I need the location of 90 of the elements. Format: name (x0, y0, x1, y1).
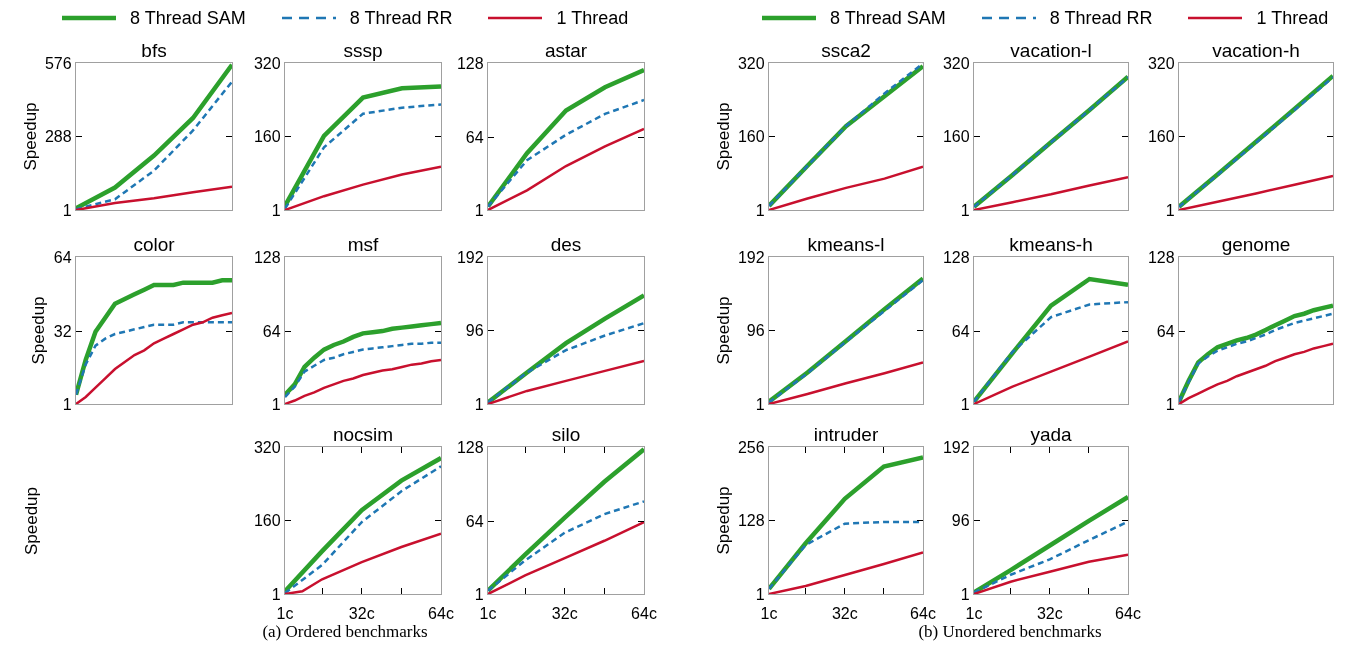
y-tick-label: 128 (737, 512, 765, 530)
x-tick-label: 32c (551, 605, 578, 623)
chart-title: ssca2 (821, 40, 871, 61)
y-tick-label: 192 (456, 248, 484, 266)
y-tick-label: 256 (737, 438, 765, 456)
y-tick-label: 128 (456, 438, 484, 456)
y-tick-label: 1 (474, 395, 484, 413)
y-tick-label: 96 (746, 322, 765, 340)
y-tick-label: 32 (53, 323, 72, 341)
y-axis-title: Speedup (713, 296, 733, 365)
chart-title: sssp (343, 40, 383, 61)
y-tick-label: 1 (1165, 201, 1175, 219)
x-tick-label: 1c (965, 605, 983, 623)
y-tick-label: 64 (53, 248, 72, 266)
y-tick-label: 192 (942, 438, 970, 456)
y-axis-title: Speedup (713, 102, 733, 171)
y-tick-label: 288 (44, 128, 72, 146)
chart-title: yada (1030, 424, 1073, 445)
y-tick-label: 576 (44, 54, 72, 72)
chart-title: astar (544, 40, 588, 61)
y-tick-label: 1 (474, 201, 484, 219)
x-tick-label: 64c (428, 605, 454, 623)
y-axis-title: Speedup (713, 486, 733, 555)
y-tick-label: 128 (1147, 248, 1175, 266)
chart-title: kmeans-l (807, 234, 885, 255)
y-tick-label: 1 (62, 201, 72, 219)
text: Speedup (22, 486, 43, 555)
legend-label: 8 Thread SAM (130, 7, 246, 29)
y-tick-label: 96 (951, 512, 970, 530)
text: (a) Ordered benchmarks (262, 622, 428, 642)
y-tick-label: 160 (253, 128, 281, 146)
y-tick-label: 64 (262, 322, 281, 340)
y-tick-label: 1 (960, 395, 970, 413)
chart-title: msf (347, 234, 380, 255)
x-tick-label: 1c (479, 605, 497, 623)
y-tick-label: 160 (1147, 128, 1175, 146)
x-tick-label: 64c (631, 605, 657, 623)
y-tick-label: 1 (271, 585, 281, 603)
chart-title: intruder (813, 424, 879, 445)
y-tick-label: 192 (737, 248, 765, 266)
y-tick-label: 160 (942, 128, 970, 146)
y-tick-label: 64 (465, 512, 484, 530)
y-tick-label: 1 (271, 395, 281, 413)
chart-title: silo (551, 424, 581, 445)
chart-title: genome (1221, 234, 1291, 255)
text: (b) Unordered benchmarks (918, 622, 1102, 642)
x-tick-label: 32c (1036, 605, 1063, 623)
x-tick-label: 32c (831, 605, 858, 623)
chart-title: vacation-l (1010, 40, 1092, 61)
chart-title: nocsim (332, 424, 394, 445)
chart-title: bfs (141, 40, 167, 61)
y-tick-label: 128 (253, 248, 281, 266)
y-tick-label: 320 (737, 54, 765, 72)
legend-label: 1 Thread (1256, 7, 1329, 29)
y-tick-label: 320 (253, 438, 281, 456)
y-tick-label: 64 (465, 128, 484, 146)
y-tick-label: 128 (942, 248, 970, 266)
y-tick-label: 320 (253, 54, 281, 72)
legend-label: 8 Thread RR (349, 7, 453, 29)
y-tick-label: 96 (465, 322, 484, 340)
y-tick-label: 1 (1165, 395, 1175, 413)
chart-title: kmeans-h (1009, 234, 1093, 255)
x-tick-label: 1c (760, 605, 778, 623)
y-axis-title: Speedup (29, 296, 49, 365)
chart-title: vacation-h (1212, 40, 1300, 61)
chart-title: des (550, 234, 582, 255)
x-tick-label: 1c (276, 605, 294, 623)
y-tick-label: 64 (1156, 322, 1175, 340)
y-tick-label: 160 (737, 128, 765, 146)
x-tick-label: 64c (1115, 605, 1141, 623)
y-tick-label: 1 (960, 201, 970, 219)
y-tick-label: 1 (755, 395, 765, 413)
y-tick-label: 1 (755, 201, 765, 219)
y-tick-label: 1 (271, 201, 281, 219)
legend-label: 8 Thread RR (1049, 7, 1153, 29)
y-tick-label: 1 (62, 395, 72, 413)
y-tick-label: 320 (1147, 54, 1175, 72)
x-tick-label: 32c (348, 605, 375, 623)
y-tick-label: 320 (942, 54, 970, 72)
y-axis-title: Speedup (20, 102, 40, 171)
legend-label: 8 Thread SAM (830, 7, 946, 29)
y-tick-label: 1 (960, 585, 970, 603)
y-tick-label: 160 (253, 512, 281, 530)
y-tick-label: 128 (456, 54, 484, 72)
x-tick-label: 64c (910, 605, 936, 623)
y-tick-label: 1 (755, 585, 765, 603)
legend-label: 1 Thread (556, 7, 629, 29)
y-tick-label: 1 (474, 585, 484, 603)
chart-title: color (133, 234, 176, 255)
y-tick-label: 64 (951, 322, 970, 340)
